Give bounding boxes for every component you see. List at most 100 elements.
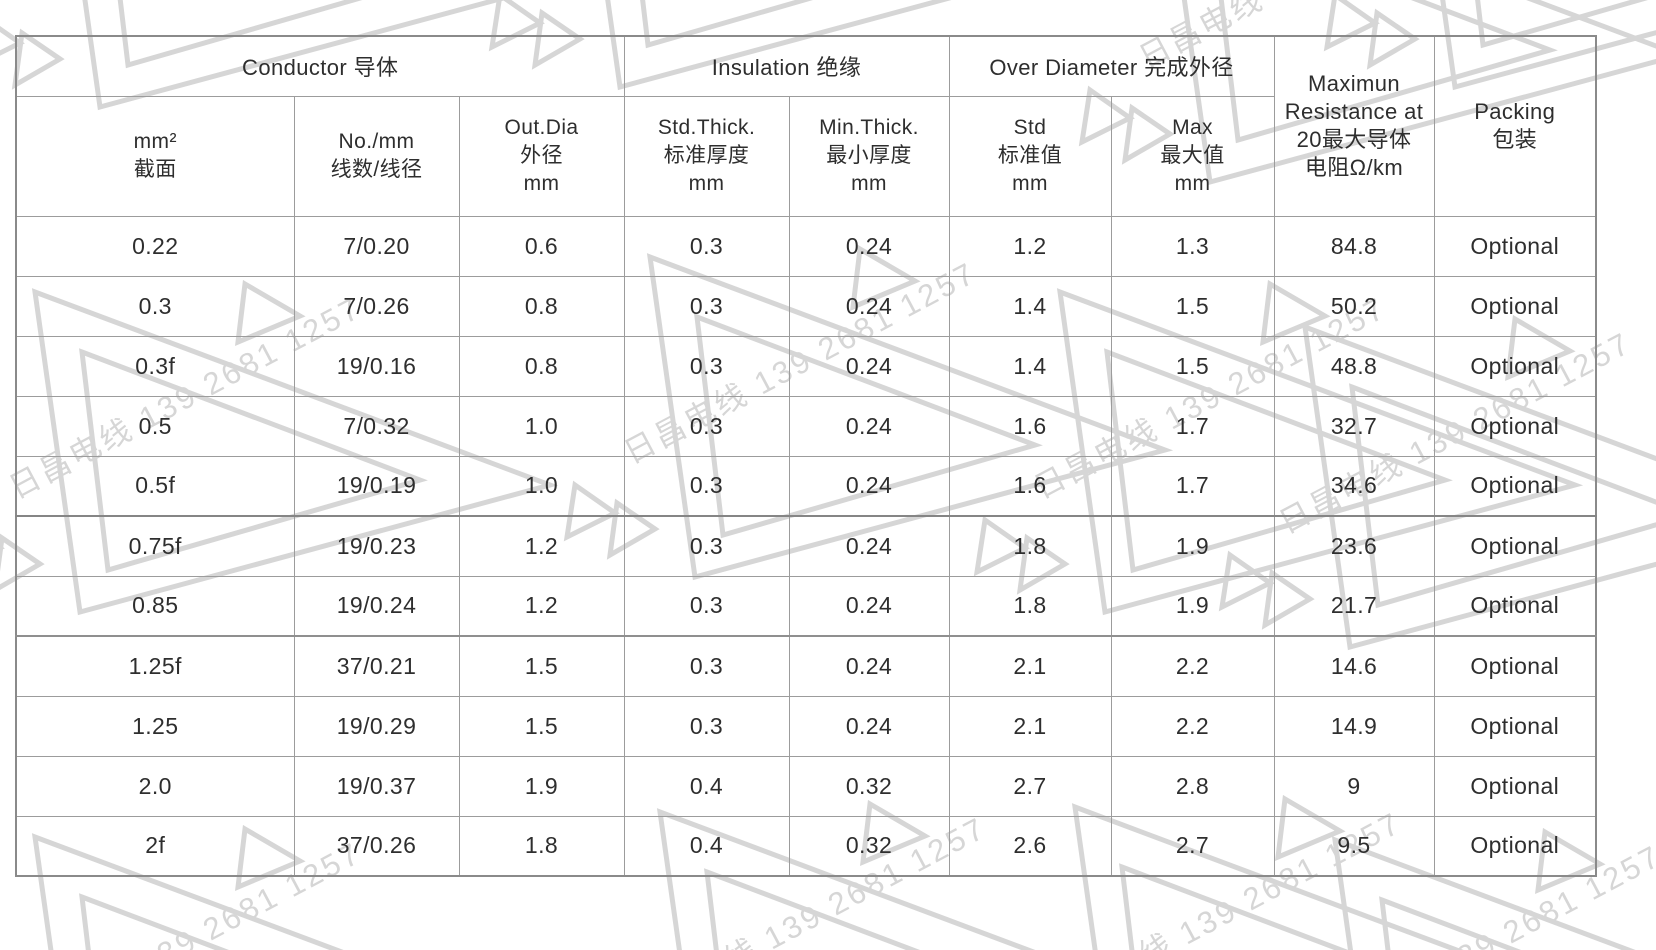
cell-std-thick: 0.3 <box>623 335 790 397</box>
cell-min-thick: 0.24 <box>788 575 950 637</box>
cell-min-thick: 0.24 <box>788 695 950 757</box>
cell-size: 0.3f <box>15 335 295 397</box>
cell-size: 1.25 <box>15 695 295 757</box>
cell-resistance: 21.7 <box>1273 575 1435 637</box>
column-header-std-thick: Std.Thick. 标准厚度 mm <box>623 95 790 217</box>
table-row: 0.5f 19/0.19 1.0 0.3 0.24 1.6 1.7 34.6 O… <box>15 455 1597 517</box>
cell-resistance: 9.5 <box>1273 815 1435 877</box>
cell-size: 0.5f <box>15 455 295 517</box>
cell-size: 2.0 <box>15 755 295 817</box>
cell-min-thick: 0.24 <box>788 215 950 277</box>
cell-od-std: 1.4 <box>948 335 1112 397</box>
cell-od-max: 2.7 <box>1110 815 1275 877</box>
table-row: 0.75f 19/0.23 1.2 0.3 0.24 1.8 1.9 23.6 … <box>15 515 1597 577</box>
header-line: mm² <box>133 130 177 153</box>
cell-strands: 19/0.29 <box>293 695 460 757</box>
column-header-no-mm: No./mm 线数/线径 <box>293 95 460 217</box>
cell-std-thick: 0.3 <box>623 635 790 697</box>
cell-packing: Optional <box>1433 695 1597 757</box>
cell-strands: 7/0.26 <box>293 275 460 337</box>
table-row: 0.5 7/0.32 1.0 0.3 0.24 1.6 1.7 32.7 Opt… <box>15 395 1597 457</box>
cell-strands: 7/0.20 <box>293 215 460 277</box>
cell-od-max: 1.3 <box>1110 215 1275 277</box>
cell-packing: Optional <box>1433 755 1597 817</box>
group-header-insulation: Insulation 绝缘 <box>623 35 950 97</box>
column-header-resistance: Maximun Resistance at 20最大导体 电阻Ω/km <box>1273 35 1435 217</box>
cell-packing: Optional <box>1433 575 1597 637</box>
spec-table-body: 0.22 7/0.20 0.6 0.3 0.24 1.2 1.3 84.8 Op… <box>15 215 1597 877</box>
cell-od-max: 1.5 <box>1110 335 1275 397</box>
cell-out-dia: 0.6 <box>458 215 625 277</box>
cell-resistance: 48.8 <box>1273 335 1435 397</box>
cell-resistance: 23.6 <box>1273 515 1435 577</box>
cell-od-max: 1.7 <box>1110 455 1275 517</box>
cell-resistance: 34.6 <box>1273 455 1435 517</box>
header-line: 线数/线径 <box>330 158 423 181</box>
cell-strands: 37/0.21 <box>293 635 460 697</box>
header-line: 包装 <box>1492 127 1538 153</box>
cell-od-std: 2.7 <box>948 755 1112 817</box>
cell-std-thick: 0.3 <box>623 575 790 637</box>
header-line: 最大值 <box>1160 144 1225 167</box>
header-line: Maximun <box>1307 71 1401 97</box>
cell-std-thick: 0.3 <box>623 395 790 457</box>
cell-resistance: 50.2 <box>1273 275 1435 337</box>
cell-size: 0.5 <box>15 395 295 457</box>
column-header-mm2: mm² 截面 <box>15 95 295 217</box>
cell-size: 0.22 <box>15 215 295 277</box>
header-line: Max <box>1172 116 1213 139</box>
header-line: mm <box>1174 172 1211 195</box>
cell-packing: Optional <box>1433 635 1597 697</box>
cell-strands: 19/0.16 <box>293 335 460 397</box>
cell-out-dia: 1.0 <box>458 455 625 517</box>
cell-packing: Optional <box>1433 215 1597 277</box>
header-line: Resistance at <box>1284 99 1424 125</box>
cell-out-dia: 1.8 <box>458 815 625 877</box>
cell-packing: Optional <box>1433 515 1597 577</box>
cell-min-thick: 0.24 <box>788 395 950 457</box>
header-line: 电阻Ω/km <box>1304 155 1404 181</box>
cell-out-dia: 1.0 <box>458 395 625 457</box>
cell-size: 0.85 <box>15 575 295 637</box>
cell-std-thick: 0.3 <box>623 515 790 577</box>
sub-header-row: mm² 截面 No./mm 线数/线径 Out.Dia 外径 mm Std.Th… <box>15 95 1596 217</box>
spec-table-head: Conductor 导体 Insulation 绝缘 Over Diameter… <box>15 35 1597 217</box>
watermark-text: 日昌电线 139 2681 1257 <box>19 0 388 2</box>
header-line: mm <box>688 172 725 195</box>
table-row: 1.25f 37/0.21 1.5 0.3 0.24 2.1 2.2 14.6 … <box>15 635 1597 697</box>
cell-od-std: 1.6 <box>948 395 1112 457</box>
column-header-packing: Packing 包装 <box>1433 35 1597 217</box>
cell-od-std: 1.4 <box>948 275 1112 337</box>
cell-min-thick: 0.24 <box>788 335 950 397</box>
spec-table-wrap: Conductor 导体 Insulation 绝缘 Over Diameter… <box>15 35 1598 877</box>
cell-strands: 37/0.26 <box>293 815 460 877</box>
cell-std-thick: 0.3 <box>623 215 790 277</box>
header-line: mm <box>1012 172 1048 195</box>
cell-strands: 19/0.24 <box>293 575 460 637</box>
header-line: mm <box>523 172 560 195</box>
cell-od-std: 1.8 <box>948 515 1112 577</box>
cell-packing: Optional <box>1433 275 1597 337</box>
header-line: mm <box>851 172 887 195</box>
cell-od-max: 1.9 <box>1110 575 1275 637</box>
group-header-conductor: Conductor 导体 <box>15 35 625 97</box>
cell-od-max: 1.9 <box>1110 515 1275 577</box>
cell-size: 0.3 <box>15 275 295 337</box>
cell-resistance: 32.7 <box>1273 395 1435 457</box>
cell-min-thick: 0.24 <box>788 455 950 517</box>
cell-min-thick: 0.24 <box>788 515 950 577</box>
table-row: 2f 37/0.26 1.8 0.4 0.32 2.6 2.7 9.5 Opti… <box>15 815 1597 877</box>
cell-out-dia: 1.2 <box>458 575 625 637</box>
cell-size: 0.75f <box>15 515 295 577</box>
cell-min-thick: 0.32 <box>788 755 950 817</box>
table-row: 2.0 19/0.37 1.9 0.4 0.32 2.7 2.8 9 Optio… <box>15 755 1597 817</box>
header-line: 20最大导体 <box>1296 127 1412 153</box>
cell-packing: Optional <box>1433 455 1597 517</box>
header-line: 截面 <box>133 158 177 181</box>
header-line: No./mm <box>338 130 415 153</box>
cell-strands: 19/0.23 <box>293 515 460 577</box>
table-row: 0.3 7/0.26 0.8 0.3 0.24 1.4 1.5 50.2 Opt… <box>15 275 1597 337</box>
group-header-row: Conductor 导体 Insulation 绝缘 Over Diameter… <box>15 35 1597 217</box>
cell-packing: Optional <box>1433 335 1597 397</box>
